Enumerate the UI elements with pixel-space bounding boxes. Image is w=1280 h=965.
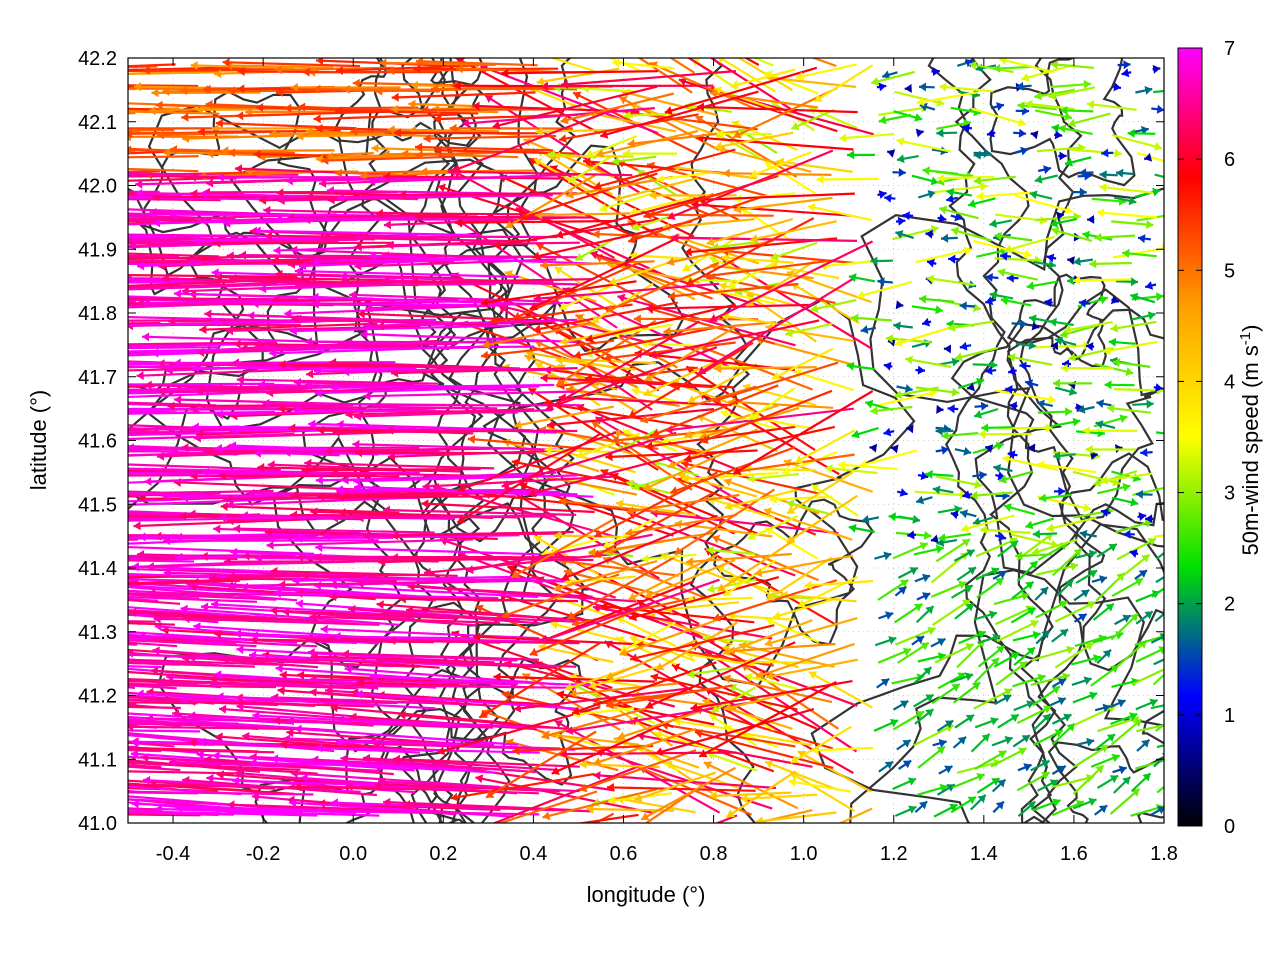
colorbar-tick-label: 3 [1224,483,1235,505]
y-tick-label: 41.9 [78,239,117,261]
y-tick-label: 41.7 [78,367,117,389]
x-tick-label: 1.6 [1060,843,1088,865]
y-tick-label: 41.4 [78,558,117,580]
colorbar-tick-label: 5 [1224,260,1235,282]
y-tick-label: 42.1 [78,112,117,134]
y-tick-label: 41.2 [78,686,117,708]
colorbar-tick-label: 1 [1224,705,1235,727]
y-axis-label: latitude (°) [26,390,51,491]
x-tick-label: 0.4 [519,843,547,865]
x-tick-label: 1.8 [1150,843,1178,865]
colorbar [1178,48,1202,826]
colorbar-tick-label: 2 [1224,594,1235,616]
x-tick-label: -0.4 [156,843,190,865]
y-tick-label: 41.0 [78,813,117,835]
colorbar-tick-label: 4 [1224,371,1235,393]
x-tick-label: -0.2 [246,843,280,865]
y-tick-label: 42.0 [78,176,117,198]
colorbar-tick-label: 0 [1224,816,1235,838]
colorbar-tick-label: 6 [1224,149,1235,171]
colorbar-tick-label: 7 [1224,38,1235,60]
y-tick-label: 41.3 [78,622,117,644]
y-tick-label: 41.1 [78,749,117,771]
y-tick-label: 41.8 [78,303,117,325]
y-tick-label: 41.6 [78,431,117,453]
colorbar-label: 50m-wind speed (m s-1) [1237,325,1263,556]
x-tick-label: 0.8 [700,843,728,865]
x-tick-label: 1.4 [970,843,998,865]
x-tick-label: 0.2 [429,843,457,865]
y-tick-label: 42.2 [78,48,117,70]
y-tick-label: 41.5 [78,494,117,516]
x-tick-label: 0.0 [339,843,367,865]
x-axis-label: longitude (°) [587,882,706,907]
x-tick-label: 0.6 [610,843,638,865]
x-tick-label: 1.2 [880,843,908,865]
x-tick-label: 1.0 [790,843,818,865]
